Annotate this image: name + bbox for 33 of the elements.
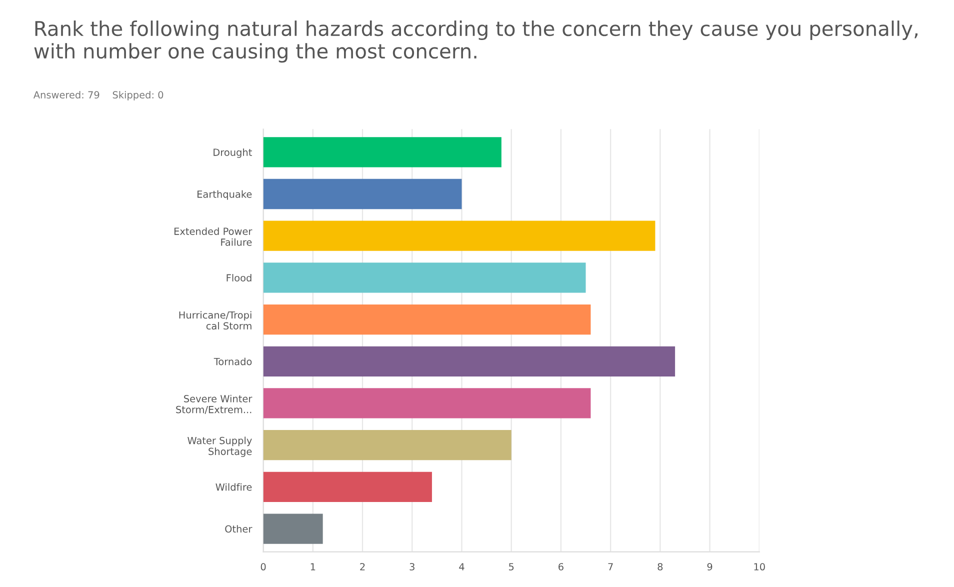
x-tick-label: 0 xyxy=(260,563,266,570)
y-tick-label: Flood xyxy=(226,274,252,282)
y-tick-label: Water Supply Shortage xyxy=(188,436,252,457)
x-tick-label: 7 xyxy=(608,563,613,570)
x-tick-label: 5 xyxy=(509,563,514,570)
bar xyxy=(263,304,591,335)
x-tick-label: 8 xyxy=(658,563,663,570)
bar xyxy=(263,472,432,502)
y-tick-label: Drought xyxy=(214,148,252,158)
x-tick-label: 9 xyxy=(707,563,712,570)
y-tick-label: Hurricane/Tropi cal Storm xyxy=(179,311,252,330)
y-tick-label: Severe Winter Storm/Extrem... xyxy=(176,394,252,414)
bar xyxy=(263,137,502,168)
bar xyxy=(263,178,462,210)
bar xyxy=(263,430,512,460)
y-tick-label: Other xyxy=(225,525,252,533)
y-tick-label: Extended Power Failure xyxy=(174,227,252,246)
bar xyxy=(263,262,586,293)
x-tick-label: 1 xyxy=(310,563,316,570)
x-tick-label: 3 xyxy=(410,563,414,570)
x-tick-label: 6 xyxy=(558,563,564,570)
x-tick-label: 2 xyxy=(360,563,365,570)
x-tick-label: 10 xyxy=(754,563,765,570)
bar xyxy=(263,346,676,376)
y-tick-label: Wildfire xyxy=(216,483,252,491)
text: Answered: 79 Skipped: 0 xyxy=(33,90,164,100)
bar xyxy=(263,220,656,251)
y-tick-label: Tornado xyxy=(214,358,252,366)
x-tick-label: 4 xyxy=(459,563,464,570)
chart-title: Rank the following natural hazards according to the concern they cause you personally, with number one causing the most concern. xyxy=(34,20,918,63)
bar xyxy=(263,388,591,418)
y-tick-label: Earthquake xyxy=(198,190,252,200)
bar xyxy=(263,514,323,544)
